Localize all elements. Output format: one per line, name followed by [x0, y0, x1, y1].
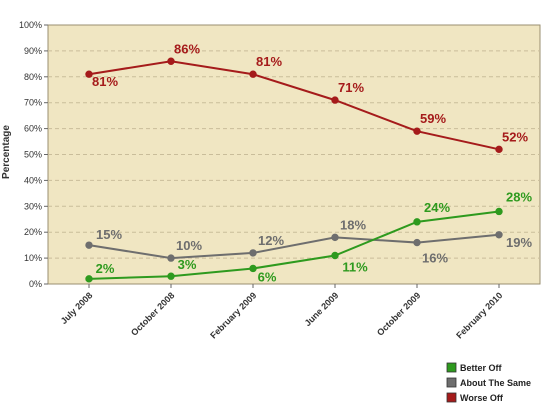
data-label: 24%	[424, 200, 450, 215]
y-axis-ticks: 0% 10% 20% 30% 40% 50% 60% 70% 80% 90% 100%	[19, 20, 48, 289]
y-tick-label: 0%	[29, 279, 42, 289]
data-label: 59%	[420, 111, 446, 126]
data-point	[331, 251, 339, 260]
x-tick-label: October 2008	[129, 290, 176, 337]
data-point	[249, 249, 257, 257]
legend-swatch	[446, 392, 457, 403]
y-tick-label: 20%	[24, 227, 42, 237]
data-label: 86%	[174, 41, 200, 56]
data-label: 15%	[96, 227, 122, 242]
y-tick-label: 40%	[24, 175, 42, 185]
data-point	[413, 238, 421, 247]
data-point	[167, 272, 175, 280]
x-tick-label: February 2009	[208, 290, 258, 340]
x-tick-label: October 2009	[375, 290, 422, 337]
legend-label: About The Same	[460, 378, 531, 388]
data-label: 16%	[422, 251, 448, 266]
y-tick-label: 80%	[24, 72, 42, 82]
y-tick-label: 50%	[24, 150, 42, 160]
data-label: 81%	[256, 54, 282, 69]
data-label: 18%	[340, 217, 366, 232]
data-label: 19%	[506, 235, 532, 250]
data-point	[413, 218, 421, 226]
data-point	[167, 57, 175, 65]
data-label: 6%	[258, 269, 277, 284]
series-better-off: 2% 3% 6% 11% 24% 28%	[85, 189, 532, 284]
data-label: 81%	[92, 74, 118, 89]
data-point	[85, 70, 93, 78]
y-tick-label: 10%	[24, 253, 42, 263]
legend-label: Worse Off	[460, 393, 504, 403]
series-line	[88, 60, 500, 151]
y-axis-label: Percentage	[1, 125, 12, 179]
y-tick-label: 70%	[24, 98, 42, 108]
series-about-the-same: 15% 10% 12% 18% 16% 19%	[85, 217, 532, 266]
data-point	[331, 233, 339, 242]
series-worse-off: 81% 86% 81% 71% 59% 52%	[85, 41, 528, 154]
data-point	[85, 275, 93, 283]
legend-label: Better Off	[460, 363, 503, 373]
legend: Better Off About The Same Worse Off	[446, 362, 531, 403]
data-label: 10%	[176, 238, 202, 253]
x-tick-label: June 2009	[303, 290, 341, 328]
data-label: 11%	[342, 260, 368, 275]
data-point	[495, 231, 503, 239]
data-point	[249, 70, 257, 78]
series-group: 81% 86% 81% 71% 59% 52% 15% 10% 12% 18% 16% 19% 2% 3%…	[85, 41, 532, 284]
legend-swatch	[446, 362, 457, 373]
data-label: 12%	[258, 233, 284, 248]
legend-swatch	[446, 377, 457, 388]
x-axis-ticks: July 2008 October 2008 February 2009 June 2…	[59, 284, 504, 341]
y-tick-label: 90%	[24, 46, 42, 56]
data-point	[495, 145, 503, 154]
series-line	[88, 210, 500, 280]
data-label: 2%	[96, 261, 115, 276]
series-line	[88, 233, 500, 260]
data-label: 28%	[506, 189, 532, 204]
x-tick-label: July 2008	[59, 290, 95, 326]
data-point	[331, 96, 339, 104]
data-label: 71%	[338, 80, 364, 95]
data-label: 52%	[502, 129, 528, 144]
y-tick-label: 60%	[24, 124, 42, 134]
x-tick-label: February 2010	[454, 290, 504, 340]
data-point	[249, 264, 257, 273]
y-tick-label: 100%	[19, 20, 42, 30]
y-tick-label: 30%	[24, 201, 42, 211]
data-point	[413, 127, 421, 135]
data-point	[85, 241, 93, 249]
data-point	[167, 254, 175, 262]
data-label: 3%	[178, 257, 197, 272]
data-point	[495, 207, 503, 216]
grid-lines	[48, 50, 540, 259]
